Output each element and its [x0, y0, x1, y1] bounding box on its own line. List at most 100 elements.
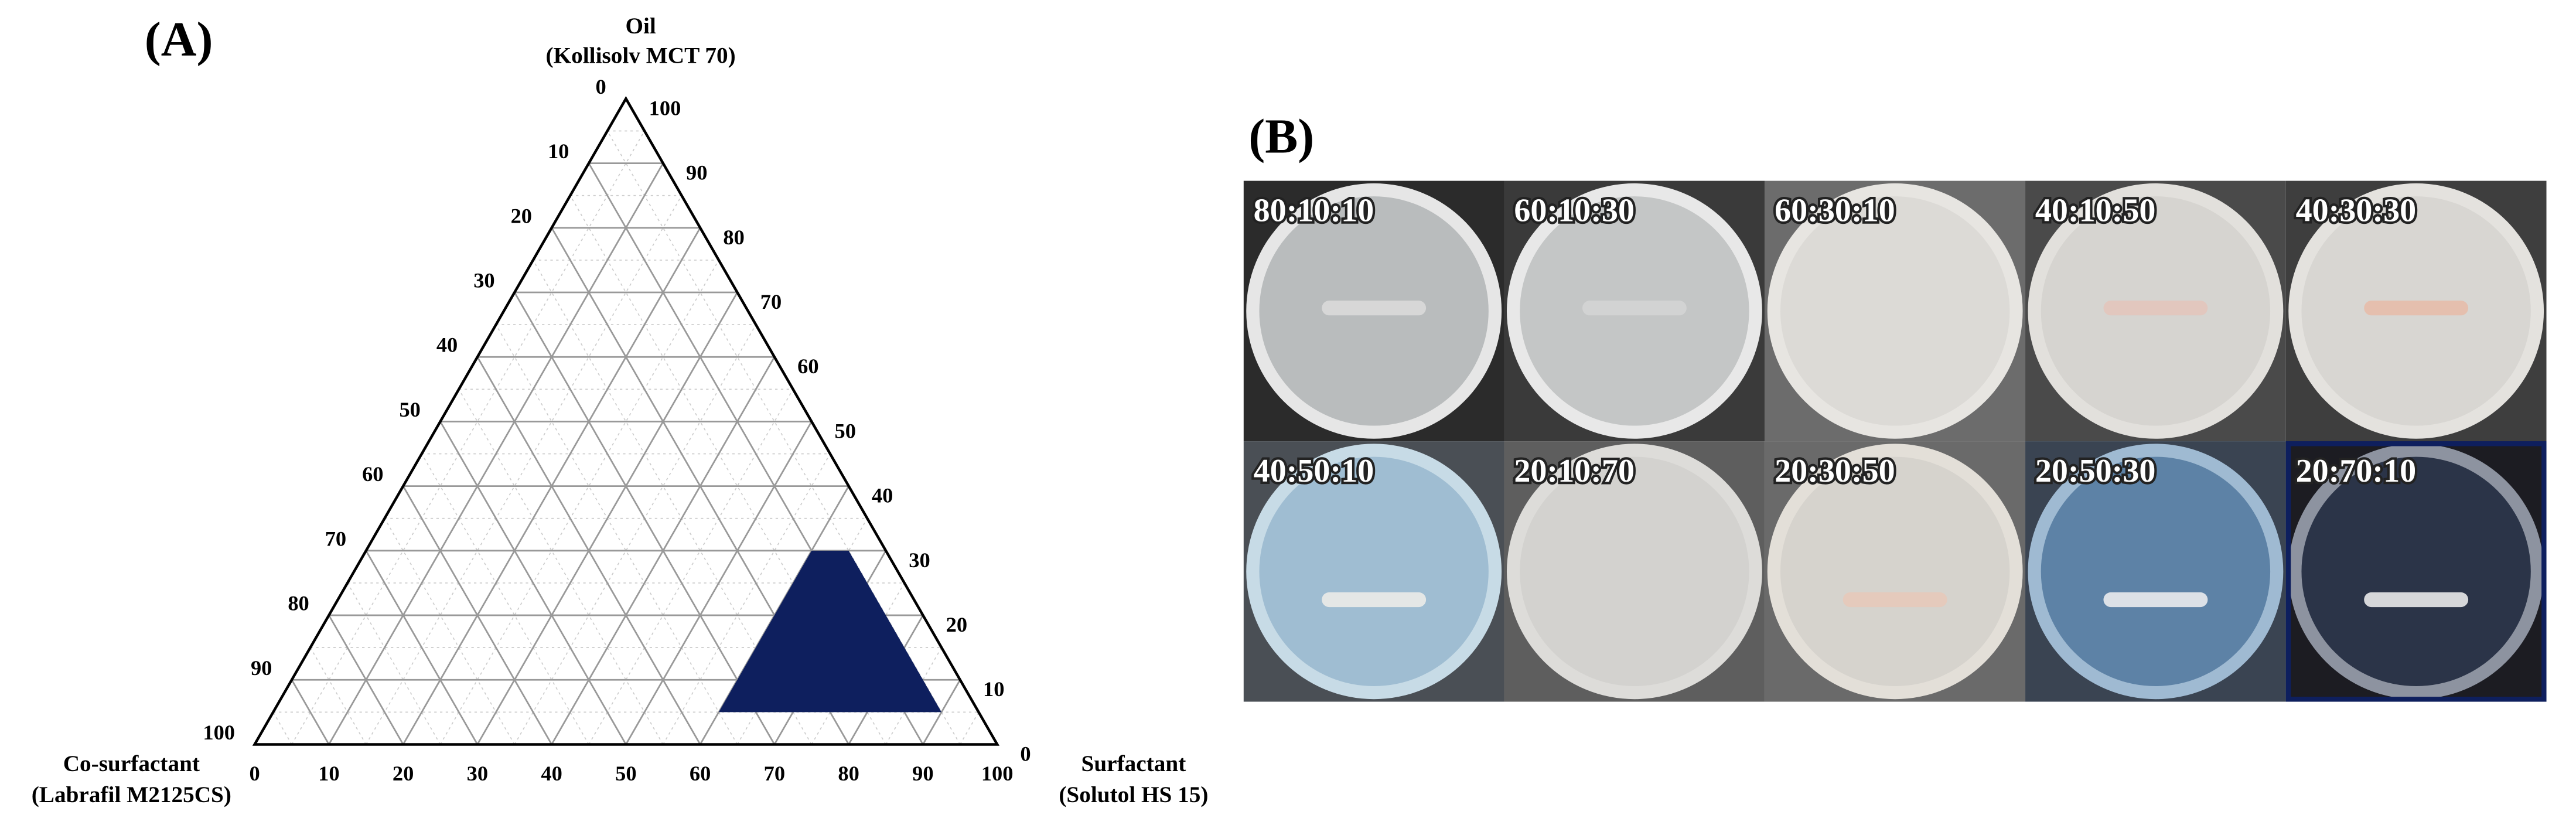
axis-subtitle: (Labrafil M2125CS): [32, 782, 231, 807]
photo-label: 80:10:10: [1254, 193, 1374, 229]
tick-label: 50: [835, 419, 856, 442]
photo-label: 20:70:10: [2296, 453, 2417, 489]
minor-grid-line: [495, 324, 738, 745]
grid-line: [476, 356, 701, 745]
stir-bar: [2103, 592, 2208, 608]
tick-label: 40: [541, 762, 562, 785]
tick-label: 20: [946, 613, 967, 636]
photo: 20:30:50: [1765, 441, 2026, 702]
axis-title: Oil: [625, 13, 656, 39]
axis-subtitle: (Solutol HS 15): [1059, 782, 1208, 807]
photo: 20:50:30: [2025, 441, 2286, 702]
stir-bar: [1843, 592, 1947, 608]
minor-grid-line: [366, 195, 683, 745]
tick-label: 80: [723, 226, 744, 249]
stir-bar: [1322, 592, 1427, 608]
tick-label: 100: [649, 96, 681, 120]
tick-label: 70: [760, 290, 782, 313]
axis-subtitle: (Kollisolv MCT 70): [546, 43, 736, 68]
tick-label: 20: [511, 204, 532, 227]
photo-label: 20:50:30: [2035, 453, 2156, 489]
beaker-liquid: [2041, 456, 2271, 686]
photo-label: 60:10:30: [1514, 193, 1635, 229]
minor-grid-line: [663, 454, 831, 745]
grid-line: [328, 615, 404, 745]
beaker-liquid: [1780, 196, 2010, 426]
beaker-liquid: [1259, 456, 1489, 686]
stir-bar: [1322, 301, 1427, 316]
tick-label: 60: [362, 462, 383, 486]
grid-line: [365, 550, 479, 745]
beaker-liquid: [1520, 456, 1749, 686]
tick-label: 40: [436, 333, 458, 357]
tick-label: 80: [838, 762, 859, 785]
photo-label: 40:50:10: [1254, 453, 1374, 489]
tick-label: 0: [1020, 742, 1031, 765]
panel-label: (B): [1248, 110, 1314, 164]
tick-label: 10: [318, 762, 339, 785]
photo-label: 20:10:70: [1514, 453, 1635, 489]
photo: 20:10:70: [1504, 441, 1765, 702]
minor-grid-line: [588, 388, 794, 745]
minor-grid-line: [514, 324, 756, 745]
photo: 40:10:50: [2025, 180, 2286, 442]
tick-label: 0: [596, 75, 606, 98]
stir-bar: [2364, 592, 2469, 608]
minor-grid: [272, 130, 980, 745]
stir-bar: [1582, 301, 1687, 316]
grid-line: [291, 679, 330, 745]
panel-label: (A): [145, 12, 213, 67]
tick-label: 70: [325, 527, 346, 550]
minor-grid-line: [960, 711, 980, 745]
grid-line: [402, 485, 552, 745]
grid-line: [625, 421, 813, 745]
tick-label: 80: [288, 592, 309, 615]
tick-label: 90: [912, 762, 933, 785]
tick-label: 30: [909, 548, 930, 572]
minor-grid-line: [272, 711, 292, 745]
minor-grid-line: [291, 131, 645, 745]
grid-line: [328, 162, 664, 745]
minor-grid-line: [421, 454, 589, 745]
tick-label: 0: [250, 762, 260, 785]
tick-label: 90: [686, 161, 707, 185]
photo: 60:10:30: [1504, 180, 1765, 442]
axis-title: Surfactant: [1081, 751, 1186, 776]
tick-label: 30: [467, 762, 488, 785]
tick-label: 10: [548, 139, 569, 163]
grid-line: [476, 292, 738, 745]
tick-label: 100: [203, 721, 235, 744]
tick-label: 20: [393, 762, 414, 785]
tick-label: 70: [764, 762, 785, 785]
stir-bar: [2103, 301, 2208, 316]
tick-label: 100: [981, 762, 1014, 785]
photo: 20:70:10: [2285, 441, 2547, 702]
beaker-liquid: [2301, 456, 2531, 686]
minor-grid-line: [309, 647, 367, 745]
photo-label: 40:10:50: [2035, 193, 2156, 229]
photo-label: 20:30:50: [1775, 453, 1895, 489]
photo-label: 60:30:10: [1775, 193, 1895, 229]
triangle-frame: [252, 96, 1000, 746]
region: [718, 550, 942, 712]
grid-line: [439, 421, 627, 745]
minor-grid-line: [384, 518, 516, 745]
photo-label: 40:30:30: [2296, 193, 2417, 229]
tick-label: 40: [872, 484, 893, 507]
tick-label: 60: [690, 762, 711, 785]
minor-grid-line: [347, 582, 441, 745]
tick-label: 60: [797, 354, 818, 378]
stir-bar: [2364, 301, 2469, 316]
tick-label: 10: [983, 677, 1004, 701]
beaker-liquid: [1780, 456, 2010, 686]
tick-label: 90: [251, 656, 272, 680]
highlight-frame: [2285, 441, 2547, 702]
minor-grid-line: [458, 388, 664, 745]
photo: 40:30:30: [2285, 180, 2547, 442]
tick-label: 30: [473, 269, 494, 292]
minor-grid-line: [439, 260, 719, 745]
photo: 40:50:10: [1243, 441, 1504, 702]
photo: 80:10:10: [1243, 180, 1504, 442]
tick-label: 50: [399, 398, 420, 421]
